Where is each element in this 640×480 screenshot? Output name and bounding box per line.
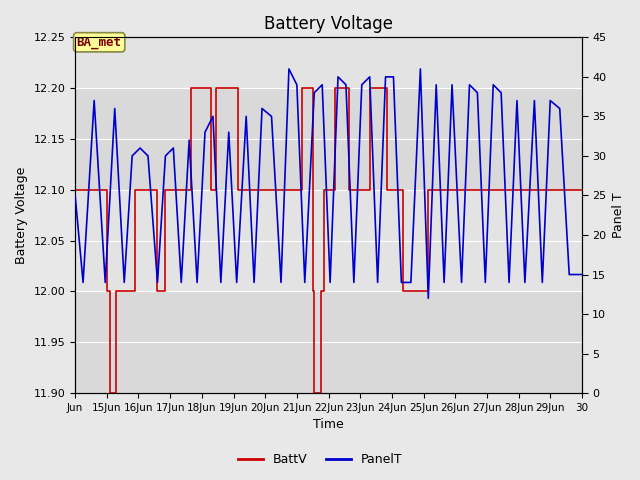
- X-axis label: Time: Time: [313, 419, 344, 432]
- Bar: [75, 88, 582, 190]
- Legend: BattV, PanelT: BattV, PanelT: [232, 448, 408, 471]
- Y-axis label: Battery Voltage: Battery Voltage: [15, 167, 28, 264]
- Y-axis label: Panel T: Panel T: [612, 192, 625, 238]
- Bar: [75, 37, 582, 88]
- Bar: [75, 291, 582, 393]
- Text: BA_met: BA_met: [77, 36, 122, 49]
- Bar: [75, 190, 582, 291]
- Title: Battery Voltage: Battery Voltage: [264, 15, 393, 33]
